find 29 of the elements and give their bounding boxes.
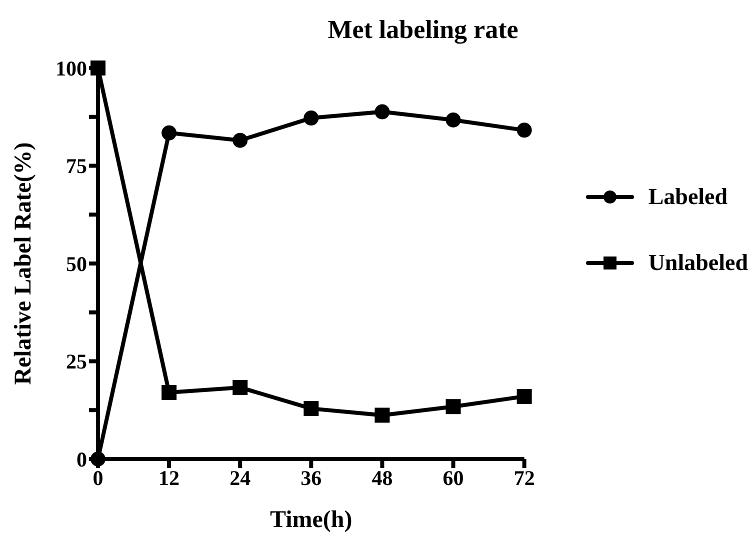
chart-title: Met labeling rate — [326, 14, 520, 46]
x-tick-label: 0 — [92, 466, 104, 490]
point — [162, 125, 177, 140]
x-tick-label: 36 — [300, 466, 322, 490]
point — [446, 399, 461, 414]
point — [232, 380, 248, 395]
point — [374, 408, 390, 423]
y-tick-label: 25 — [66, 350, 87, 374]
point — [304, 401, 319, 416]
y-tick-label: 0 — [76, 447, 87, 472]
x-tick-label: 24 — [230, 466, 252, 490]
point — [516, 122, 532, 138]
y-axis-title: Relative Label Rate(%) — [10, 142, 37, 385]
point — [304, 110, 319, 126]
point — [232, 132, 248, 148]
x-tick-label: 72 — [514, 466, 535, 490]
point — [162, 385, 177, 400]
x-tick-label: 12 — [158, 466, 180, 490]
y-tick-label: 75 — [66, 154, 87, 178]
point — [374, 104, 390, 120]
point — [446, 112, 461, 128]
x-tick-label: 48 — [372, 466, 393, 490]
y-tick-label: 50 — [66, 252, 87, 276]
point — [516, 388, 532, 404]
x-tick-label: 60 — [442, 466, 464, 490]
legend-label: Labeled — [648, 184, 728, 210]
legend-label: Unlabeled — [648, 250, 748, 276]
x-axis-title: Time(h) — [270, 507, 352, 533]
y-tick-label: 100 — [56, 56, 87, 80]
